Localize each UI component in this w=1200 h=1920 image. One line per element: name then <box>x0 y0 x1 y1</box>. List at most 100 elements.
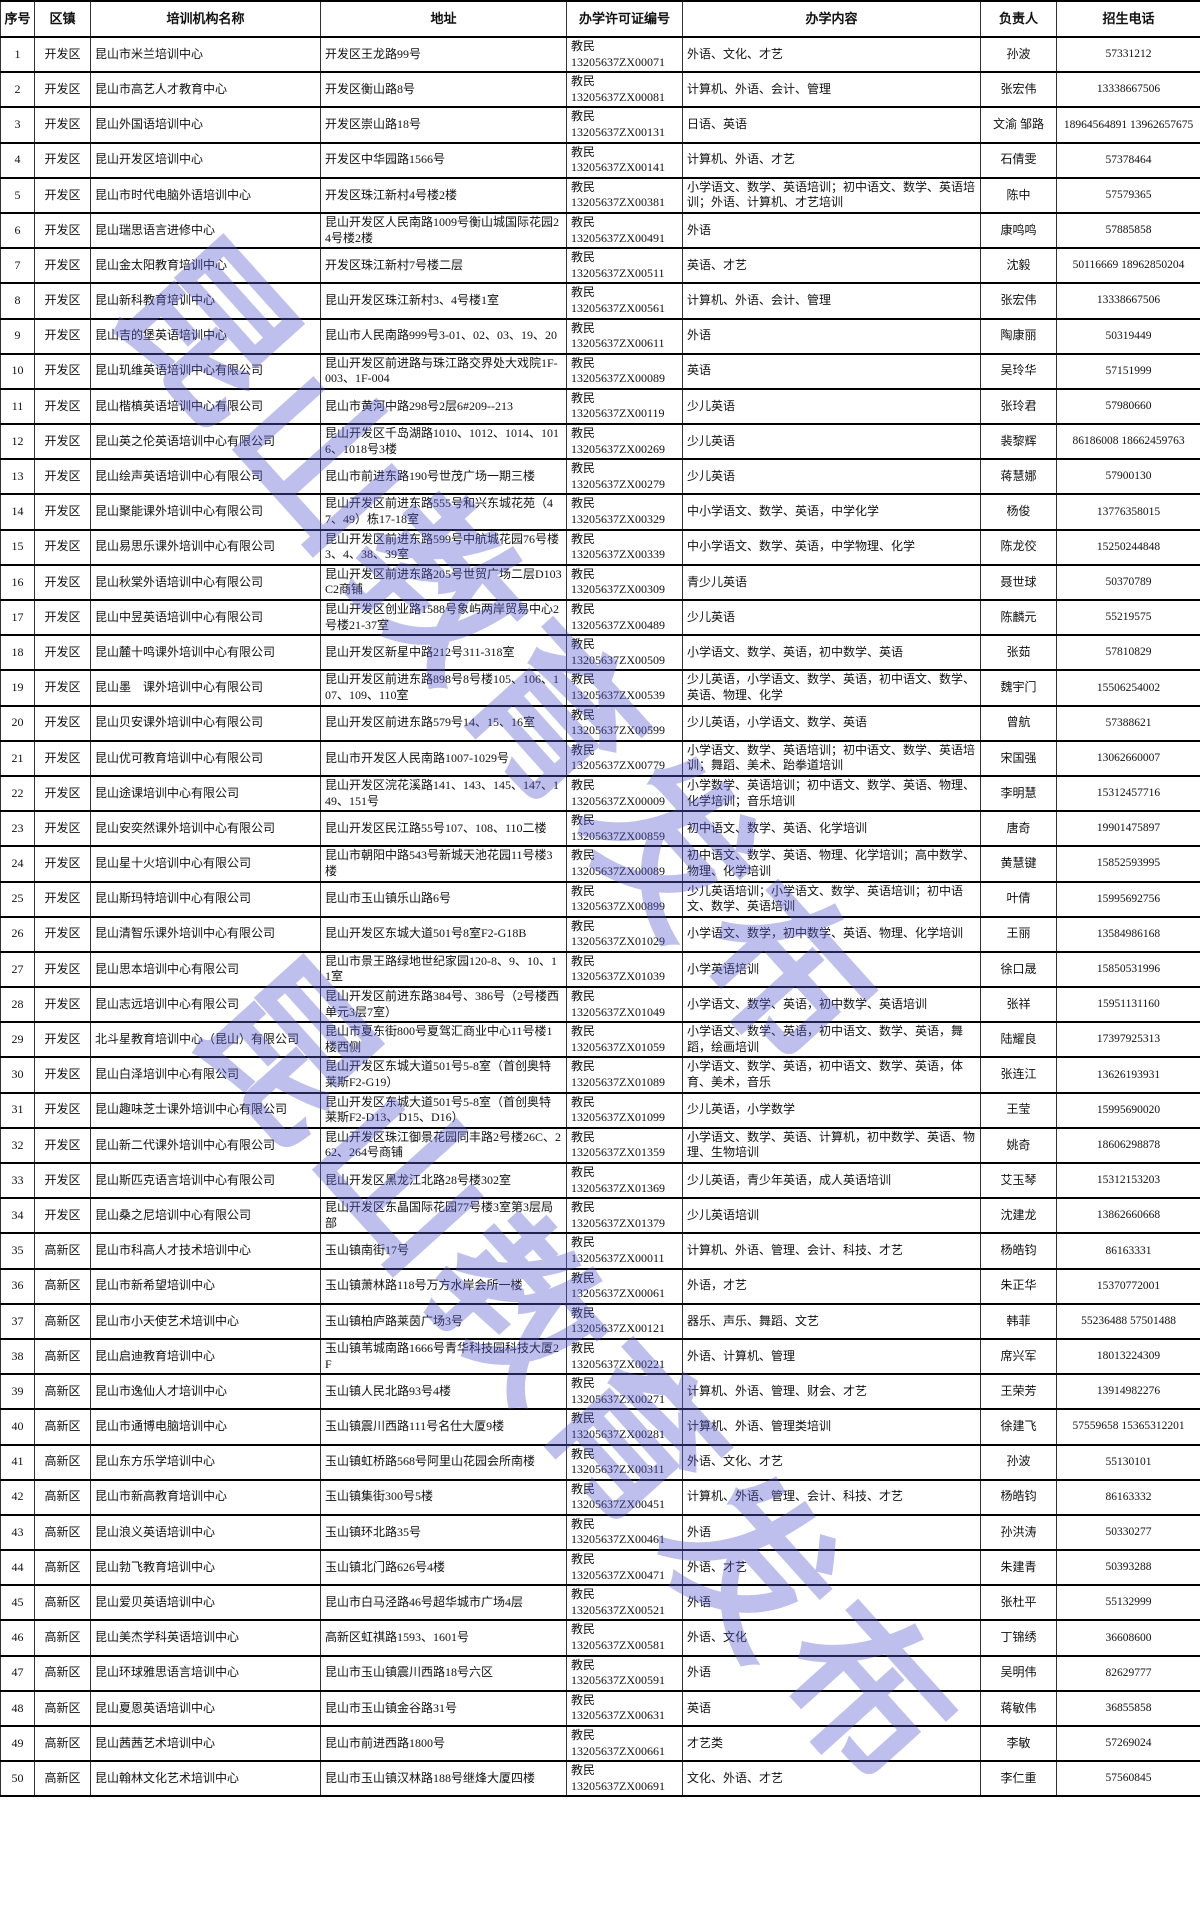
cell-row-number: 8 <box>0 282 35 320</box>
cell-district: 开发区 <box>34 810 91 848</box>
cell-district: 开发区 <box>34 1091 91 1129</box>
cell-institution-name: 昆山爱贝英语培训中心 <box>90 1584 321 1622</box>
cell-phone: 50116669 18962850204 <box>1056 247 1200 285</box>
table-body: 1 开发区 昆山市米兰培训中心 开发区王龙路99号 教民 13205637ZX0… <box>0 35 1200 1798</box>
cell-institution-name: 昆山斯玛特培训中心有限公司 <box>90 880 321 918</box>
cell-row-number: 21 <box>0 739 35 777</box>
cell-phone: 50393288 <box>1056 1549 1200 1587</box>
cell-address: 开发区王龙路99号 <box>320 35 567 74</box>
table-row: 40 高新区 昆山市通博电脑培训中心 玉山镇震川西路111号名仕大厦9楼 教民 … <box>0 1408 1200 1446</box>
table-row: 14 开发区 昆山聚能课外培训中心有限公司 昆山开发区前进东路555号和兴东城花… <box>0 493 1200 531</box>
col-header-name: 培训机构名称 <box>90 0 321 38</box>
cell-row-number: 1 <box>0 35 35 74</box>
table-row: 36 高新区 昆山市新希望培训中心 玉山镇萧林路118号万方水岸会所一楼 教民 … <box>0 1267 1200 1305</box>
cell-row-number: 23 <box>0 810 35 848</box>
cell-district: 开发区 <box>34 1056 91 1094</box>
cell-teaching-content: 外语 <box>682 1584 981 1622</box>
cell-person-in-charge: 宋国强 <box>980 739 1057 777</box>
cell-district: 高新区 <box>34 1373 91 1411</box>
col-header-person: 负责人 <box>980 0 1057 38</box>
cell-address: 开发区崇山路18号 <box>320 106 567 144</box>
license-number: 13205637ZX01379 <box>571 1215 665 1230</box>
cell-person-in-charge: 蒋敏伟 <box>980 1689 1057 1728</box>
cell-address: 昆山市夏东街800号夏驾汇商业中心11号楼1楼西侧 <box>320 1021 567 1059</box>
cell-teaching-content: 外语、文化、才艺 <box>682 1443 981 1481</box>
cell-phone: 57378464 <box>1056 141 1200 179</box>
training-institutions-table: 序号 区镇 培训机构名称 地址 办学许可证编号 办学内容 负责人 招生电话 1 … <box>0 0 1200 1798</box>
cell-person-in-charge: 康鸣鸣 <box>980 211 1057 250</box>
cell-row-number: 14 <box>0 493 35 531</box>
cell-district: 高新区 <box>34 1302 91 1340</box>
cell-address: 昆山开发区前进东路205号世贸广场二层D103C2商铺 <box>320 563 567 602</box>
cell-institution-name: 昆山易思乐课外培训中心有限公司 <box>90 528 321 566</box>
cell-phone: 36608600 <box>1056 1619 1200 1657</box>
table-row: 30 开发区 昆山白泽培训中心有限公司 昆山开发区东城大道501号5-8室（首创… <box>0 1056 1200 1094</box>
table-row: 41 高新区 昆山东方乐学培训中心 玉山镇虹桥路568号阿里山花园会所南楼 教民… <box>0 1443 1200 1481</box>
cell-row-number: 11 <box>0 387 35 426</box>
license-prefix: 教民 <box>571 918 596 933</box>
license-prefix: 教民 <box>571 707 596 722</box>
cell-address: 昆山开发区珠江新村3、4号楼1室 <box>320 282 567 320</box>
license-prefix: 教民 <box>571 1516 596 1531</box>
license-prefix: 教民 <box>571 109 596 124</box>
cell-address: 昆山开发区前进路与珠江路交界处大戏院1F-003、1F-004 <box>320 352 567 390</box>
table-row: 20 开发区 昆山贝安课外培训中心有限公司 昆山开发区前进东路579号14、15… <box>0 704 1200 742</box>
cell-teaching-content: 英语 <box>682 352 981 390</box>
cell-phone: 19901475897 <box>1056 810 1200 848</box>
license-prefix: 教民 <box>571 1235 596 1250</box>
cell-teaching-content: 外语、才艺 <box>682 1549 981 1587</box>
cell-teaching-content: 青少儿英语 <box>682 563 981 602</box>
license-prefix: 教民 <box>571 1024 596 1039</box>
license-number: 13205637ZX00509 <box>571 652 665 667</box>
license-prefix: 教民 <box>571 1446 596 1461</box>
cell-institution-name: 昆山清智乐课外培训中心有限公司 <box>90 915 321 953</box>
cell-district: 开发区 <box>34 880 91 918</box>
license-number: 13205637ZX00339 <box>571 547 665 562</box>
cell-district: 开发区 <box>34 950 91 989</box>
cell-address: 开发区中华园路1566号 <box>320 141 567 179</box>
cell-district: 开发区 <box>34 458 91 496</box>
cell-teaching-content: 初中语文、数学、英语、化学培训 <box>682 810 981 848</box>
cell-row-number: 7 <box>0 247 35 285</box>
cell-row-number: 39 <box>0 1373 35 1411</box>
col-header-content: 办学内容 <box>682 0 981 38</box>
table-row: 2 开发区 昆山市高艺人才教育中心 开发区衡山路8号 教民 13205637ZX… <box>0 71 1200 109</box>
cell-institution-name: 昆山新二代课外培训中心有限公司 <box>90 1126 321 1165</box>
cell-person-in-charge: 杨皓钧 <box>980 1232 1057 1270</box>
cell-district: 开发区 <box>34 423 91 461</box>
license-number: 13205637ZX00089 <box>571 863 665 878</box>
cell-district: 高新区 <box>34 1654 91 1692</box>
cell-license: 教民 13205637ZX00119 <box>566 387 683 426</box>
license-number: 13205637ZX00471 <box>571 1567 665 1582</box>
cell-institution-name: 昆山斯匹克语言培训中心有限公司 <box>90 1161 321 1200</box>
table-row: 29 开发区 北斗星教育培训中心（昆山）有限公司 昆山市夏东街800号夏驾汇商业… <box>0 1021 1200 1059</box>
cell-person-in-charge: 王丽 <box>980 915 1057 953</box>
cell-row-number: 38 <box>0 1337 35 1376</box>
cell-row-number: 13 <box>0 458 35 496</box>
cell-institution-name: 昆山开发区培训中心 <box>90 141 321 179</box>
cell-person-in-charge: 叶倩 <box>980 880 1057 918</box>
cell-teaching-content: 小学英语培训 <box>682 950 981 989</box>
cell-phone: 15312457716 <box>1056 774 1200 813</box>
license-prefix: 教民 <box>571 848 596 863</box>
cell-row-number: 48 <box>0 1689 35 1728</box>
license-prefix: 教民 <box>571 285 596 300</box>
license-prefix: 教民 <box>571 989 596 1004</box>
license-number: 13205637ZX00581 <box>571 1638 665 1653</box>
license-prefix: 教民 <box>571 461 596 476</box>
table-row: 26 开发区 昆山清智乐课外培训中心有限公司 昆山开发区东城大道501号8室F2… <box>0 915 1200 953</box>
cell-person-in-charge: 王荣芳 <box>980 1373 1057 1411</box>
cell-person-in-charge: 黄慧键 <box>980 845 1057 883</box>
cell-district: 开发区 <box>34 739 91 777</box>
cell-institution-name: 昆山桑之尼培训中心有限公司 <box>90 1197 321 1235</box>
cell-phone: 18964564891 13962657675 <box>1056 106 1200 144</box>
license-number: 13205637ZX00779 <box>571 758 665 773</box>
cell-license: 教民 13205637ZX00591 <box>566 1654 683 1692</box>
cell-person-in-charge: 吴明伟 <box>980 1654 1057 1692</box>
cell-teaching-content: 少儿英语，小学数学 <box>682 1091 981 1129</box>
cell-row-number: 36 <box>0 1267 35 1305</box>
license-number: 13205637ZX00539 <box>571 687 665 702</box>
cell-person-in-charge: 韩菲 <box>980 1302 1057 1340</box>
cell-phone: 15250244848 <box>1056 528 1200 566</box>
cell-address: 昆山开发区东城大道501号5-8室（首创奥特莱斯F2-G19） <box>320 1056 567 1094</box>
